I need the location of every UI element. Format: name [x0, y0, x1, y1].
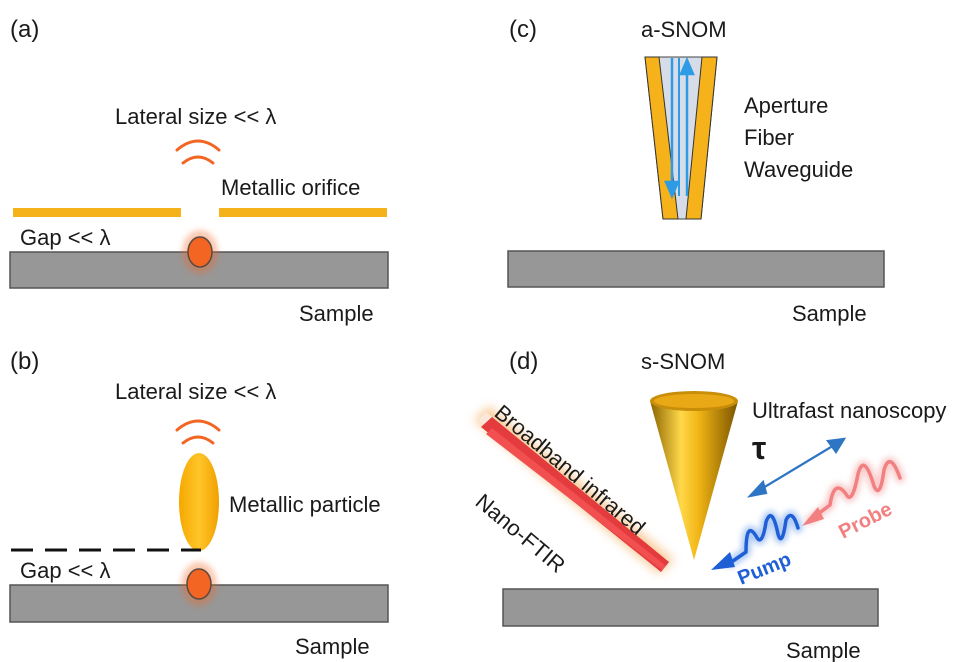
- metallic-particle: [179, 453, 219, 551]
- metallic-orifice-left-plate: [13, 208, 181, 217]
- panel-d-label: (d): [509, 348, 538, 375]
- metallic-particle-label: Metallic particle: [229, 492, 381, 517]
- panel-b: (b) Lateral size << λ Metallic particle …: [9, 348, 389, 659]
- ultrafast-nanoscopy-label: Ultrafast nanoscopy: [752, 398, 946, 423]
- panel-d-sample: [502, 588, 879, 627]
- panel-c-sample: [507, 250, 885, 288]
- panel-a-gap-label: Gap << λ: [20, 225, 111, 250]
- panel-a-sample-label: Sample: [299, 301, 374, 326]
- panel-a: (a) Lateral size << λ Metallic orifice G…: [9, 16, 389, 326]
- probe-pulse: [802, 456, 905, 526]
- probe-label: Probe: [835, 498, 895, 543]
- panel-a-emitter-dot: [187, 236, 213, 268]
- scattering-tip-cone: [650, 391, 738, 560]
- nano-ftir-label: Nano-FTIR: [471, 489, 570, 578]
- panel-b-lateral-label: Lateral size << λ: [115, 379, 276, 404]
- panel-d-sample-label: Sample: [786, 638, 861, 662]
- broadband-infrared-beam: [474, 406, 674, 574]
- fiber-label: Fiber: [744, 125, 794, 150]
- emission-waves-icon: [175, 419, 221, 445]
- panel-a-lateral-label: Lateral size << λ: [115, 104, 276, 129]
- panel-b-emitter-dot: [186, 568, 212, 600]
- panel-b-label: (b): [10, 348, 39, 375]
- metallic-orifice-label: Metallic orifice: [221, 175, 360, 200]
- a-snom-title: a-SNOM: [641, 17, 727, 42]
- panel-c-sample-label: Sample: [792, 301, 867, 326]
- panel-b-gap-label: Gap << λ: [20, 558, 111, 583]
- fiber-coating-left: [644, 56, 679, 220]
- panel-c-label: (c): [509, 16, 537, 43]
- panel-d: (d) s-SNOM Broadband infrared Nano-FTIR …: [471, 348, 947, 662]
- pump-pulse: [711, 510, 803, 570]
- emission-waves-icon: [175, 139, 221, 165]
- fiber-coating-right: [685, 56, 718, 220]
- panel-c: (c) a-SNOM Aperture Fiber Waveguide Samp…: [507, 16, 885, 326]
- tau-symbol: τ: [752, 430, 766, 466]
- aperture-label: Aperture: [744, 93, 828, 118]
- metallic-orifice-right-plate: [219, 208, 387, 217]
- panel-a-label: (a): [10, 16, 39, 43]
- panel-b-sample-label: Sample: [295, 634, 370, 659]
- s-snom-title: s-SNOM: [641, 349, 725, 374]
- aperture-fiber-probe: [644, 56, 718, 220]
- waveguide-label: Waveguide: [744, 157, 853, 182]
- tau-delay-arrow: [746, 437, 847, 498]
